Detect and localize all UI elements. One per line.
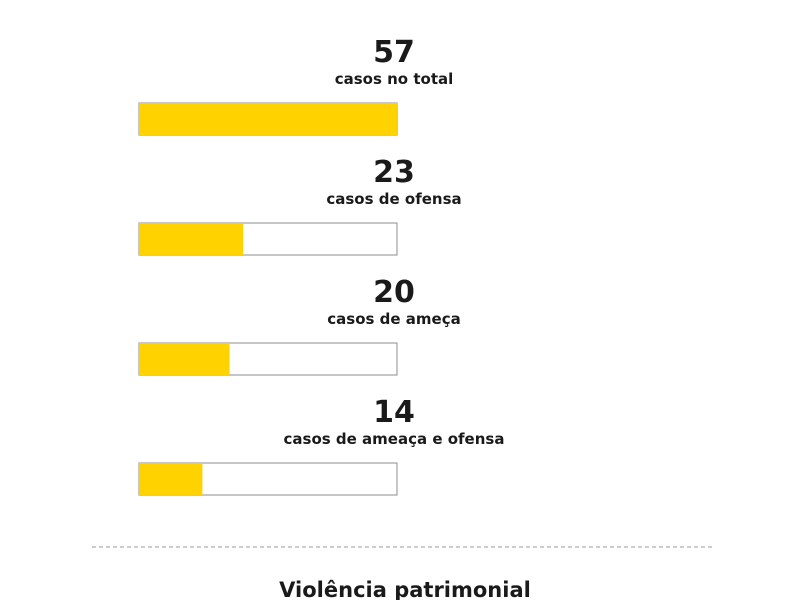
stat-label: casos de ofensa <box>326 190 461 208</box>
stat-value: 20 <box>373 275 415 310</box>
stat-value: 23 <box>373 155 415 190</box>
stat-label: casos de ameça <box>327 310 460 328</box>
bar-fill <box>139 463 203 495</box>
stat-label: casos de ameaça e ofensa <box>284 430 505 448</box>
stat-value: 57 <box>373 35 415 70</box>
section-title: Violência patrimonial <box>279 578 531 600</box>
bar-fill <box>139 343 230 375</box>
stat-label: casos no total <box>335 70 454 88</box>
bar-fill <box>139 103 397 135</box>
stat-value: 14 <box>373 395 415 430</box>
bar-fill <box>139 223 244 255</box>
